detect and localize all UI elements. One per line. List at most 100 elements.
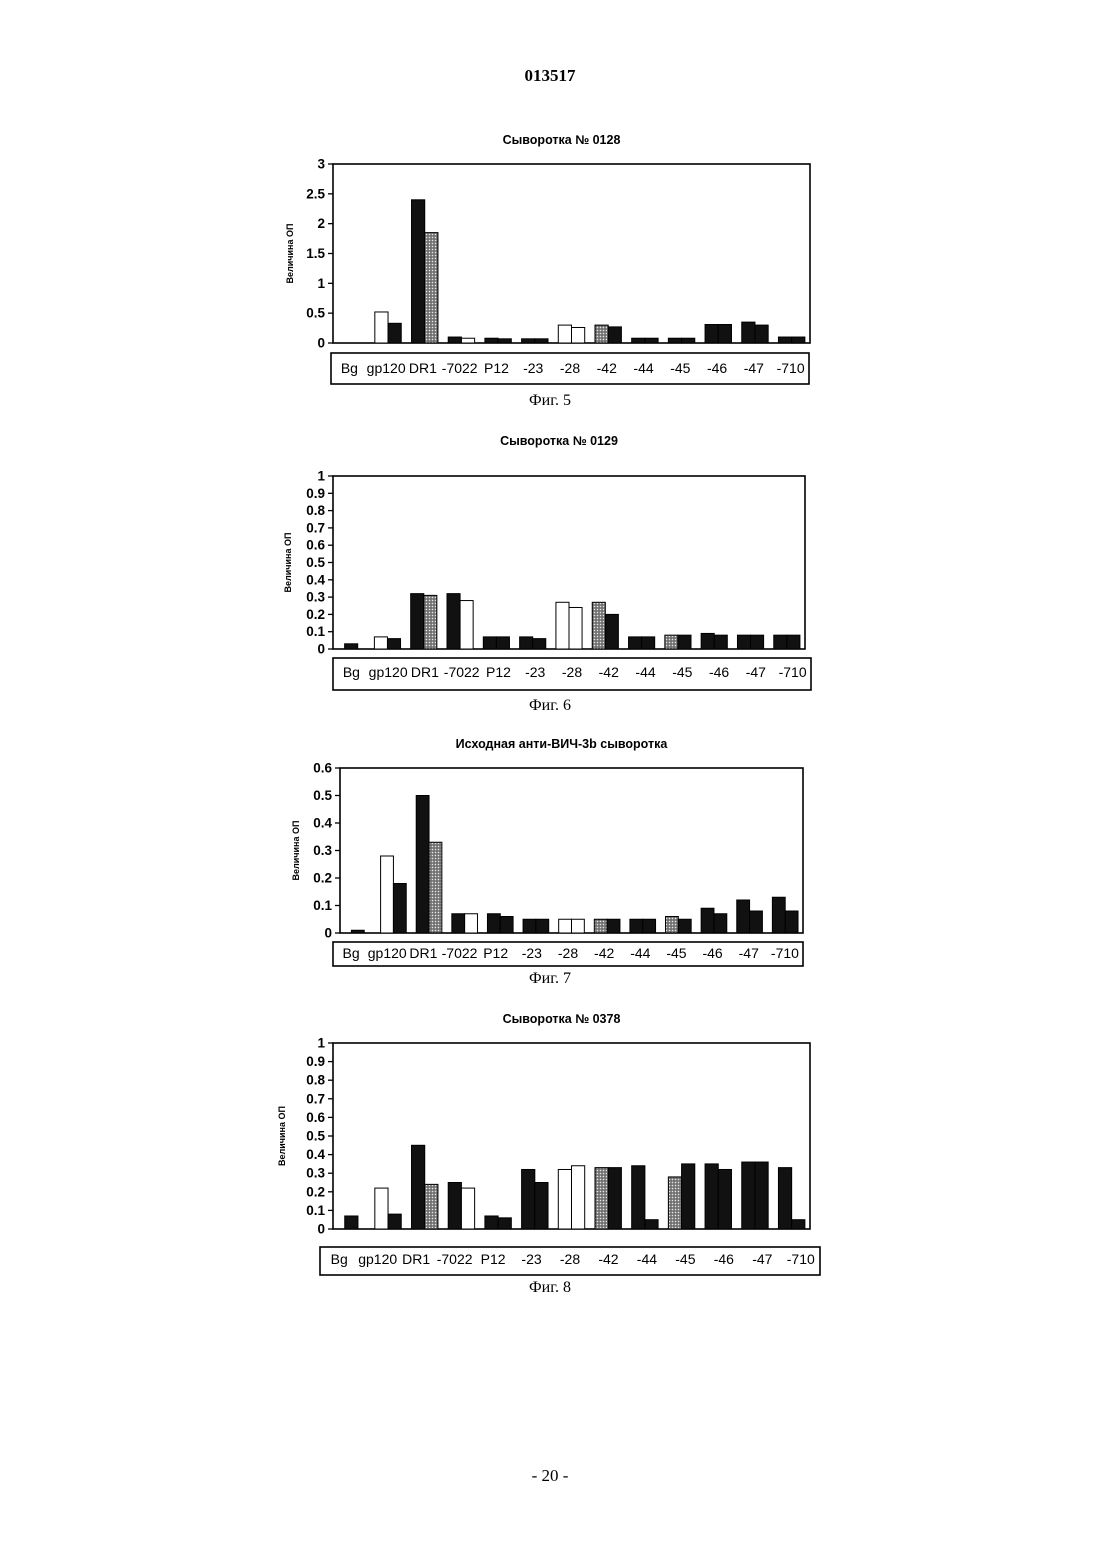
bar [778, 337, 791, 343]
x-tick-label: -28 [560, 1251, 580, 1267]
x-tick-label: Bg [341, 360, 358, 376]
bar [485, 1216, 498, 1229]
x-tick-label: -46 [714, 1251, 734, 1267]
bar [461, 1188, 474, 1229]
bar [483, 637, 496, 649]
bar [737, 900, 750, 933]
x-tick-label: -7022 [444, 664, 480, 680]
y-tick-label: 0.3 [306, 590, 325, 605]
bar [678, 919, 691, 933]
bar [425, 233, 438, 343]
y-tick-label: 0.1 [306, 1203, 325, 1218]
bar [787, 635, 800, 649]
bar [632, 1166, 645, 1229]
bar [429, 842, 442, 933]
bar [533, 639, 546, 649]
x-tick-label: -710 [779, 664, 807, 680]
bar [351, 930, 364, 933]
y-tick-label: 0.6 [306, 538, 325, 553]
y-tick-label: 0.5 [306, 1129, 325, 1144]
bar [605, 614, 618, 649]
y-tick-label: 0.7 [306, 1091, 325, 1106]
bar [785, 911, 798, 933]
bar [592, 602, 605, 649]
bar [792, 1220, 805, 1229]
bar [535, 339, 548, 343]
x-tick-label: -45 [670, 360, 690, 376]
bar [448, 337, 461, 343]
y-tick-label: 0.6 [313, 761, 332, 776]
y-tick-label: 3 [317, 157, 325, 172]
plot-area [340, 768, 803, 933]
bar [485, 338, 498, 343]
x-tick-label: -47 [744, 360, 764, 376]
bar [607, 919, 620, 933]
plot-area [333, 164, 810, 343]
bar [742, 322, 755, 343]
bar [374, 637, 387, 649]
bar [411, 594, 424, 649]
bar [416, 796, 429, 934]
y-tick-label: 0.1 [306, 624, 325, 639]
x-tick-label: P12 [483, 945, 508, 961]
x-tick-label: -46 [702, 945, 722, 961]
chart-4: Сыворотка № 037800.10.20.30.40.50.60.70.… [277, 1012, 820, 1296]
y-tick-label: 2 [317, 216, 325, 231]
x-tick-label: -28 [560, 360, 580, 376]
y-tick-label: 0.8 [306, 503, 325, 518]
bar [425, 1184, 438, 1229]
bar [412, 200, 425, 343]
x-tick-label: -45 [666, 945, 686, 961]
x-tick-label: gp120 [368, 945, 407, 961]
bar [460, 601, 473, 649]
y-tick-label: 0.2 [306, 1184, 325, 1199]
y-tick-label: 1 [317, 276, 325, 291]
x-tick-label: -23 [522, 945, 542, 961]
bar [496, 637, 509, 649]
chart-2: Сыворотка № 012900.10.20.30.40.50.60.70.… [283, 434, 811, 714]
y-tick-label: 1 [317, 1036, 325, 1051]
x-tick-label: -7022 [442, 360, 478, 376]
figure-caption: Фиг. 6 [529, 697, 571, 714]
bar [447, 594, 460, 649]
y-tick-label: 0.3 [313, 843, 332, 858]
figure-caption: Фиг. 8 [529, 1279, 571, 1296]
bar [751, 635, 764, 649]
x-tick-label: P12 [481, 1251, 506, 1267]
x-tick-label: -44 [637, 1251, 657, 1267]
bar [375, 1188, 388, 1229]
x-tick-label: -44 [633, 360, 653, 376]
x-tick-label: DR1 [409, 945, 437, 961]
y-tick-label: 0.6 [306, 1110, 325, 1125]
y-axis-label: Величина ОП [291, 821, 301, 881]
bar [536, 919, 549, 933]
bar [498, 1218, 511, 1229]
bar [714, 914, 727, 933]
chart-3: Исходная анти-ВИЧ-3b сыворотка00.10.20.3… [291, 737, 803, 987]
bar [608, 327, 621, 343]
y-tick-label: 0.7 [306, 520, 325, 535]
chart-title: Сыворотка № 0128 [503, 133, 621, 147]
bar [388, 1214, 401, 1229]
bar [701, 633, 714, 649]
y-tick-label: 0.9 [306, 486, 325, 501]
bar [523, 919, 536, 933]
bar [345, 644, 358, 649]
bar [520, 637, 533, 649]
bar [452, 914, 465, 933]
y-axis-label: Величина ОП [283, 533, 293, 593]
bar [375, 312, 388, 343]
bar [393, 884, 406, 934]
y-axis-label: Величина ОП [277, 1106, 287, 1166]
bar [345, 1216, 358, 1229]
bar [632, 338, 645, 343]
y-axis-label: Величина ОП [285, 224, 295, 284]
bar [645, 338, 658, 343]
x-tick-label: -46 [709, 664, 729, 680]
bar [381, 856, 394, 933]
bar [572, 327, 585, 343]
x-tick-label: -42 [598, 1251, 618, 1267]
bar [668, 338, 681, 343]
bar [705, 1164, 718, 1229]
